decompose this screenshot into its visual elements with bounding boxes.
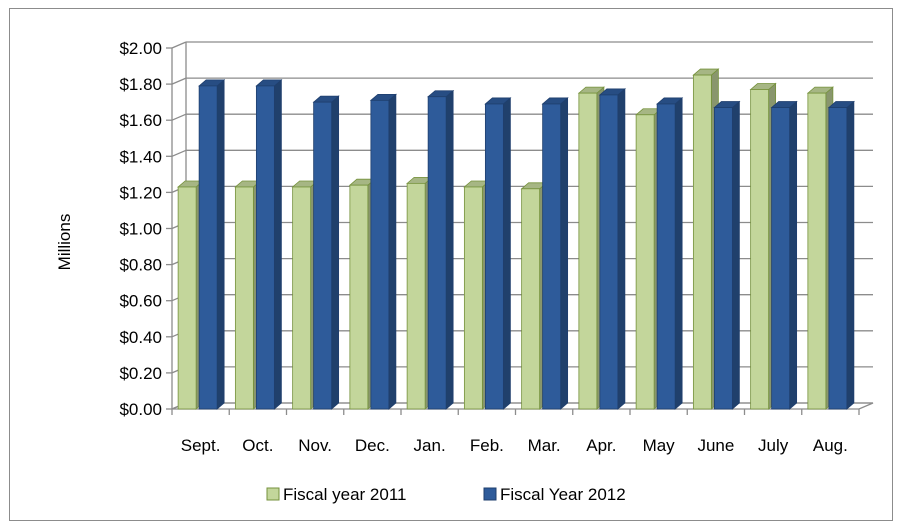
y-tick-label: $0.20	[119, 364, 162, 383]
y-tick-label: $1.60	[119, 111, 162, 130]
bar-fy2011-mar	[521, 188, 541, 410]
bar-side	[560, 97, 569, 410]
y-tick-label: $0.40	[119, 328, 162, 347]
bar-fy2011-jan	[406, 182, 426, 410]
bar-fy2011-oct	[234, 186, 254, 410]
gridline-depth	[171, 77, 187, 85]
x-tick-label: June	[697, 436, 734, 455]
bar-fy2011-may	[635, 114, 655, 410]
bar-fy2012-apr	[599, 94, 619, 410]
bars-layer	[177, 68, 855, 410]
bar-fy2012-july	[771, 107, 791, 410]
bar-fy2012-june	[713, 107, 733, 410]
y-axis-label: Millions	[55, 214, 74, 271]
y-tick-label: $1.20	[119, 183, 162, 202]
x-tick-label: Mar.	[528, 436, 561, 455]
x-tick-label: July	[758, 436, 789, 455]
bar-fy2011-aug	[807, 92, 827, 410]
x-tick-label: Aug.	[813, 436, 848, 455]
y-tick-label: $0.60	[119, 292, 162, 311]
bar-side	[216, 79, 225, 410]
bar-fy2012-dec	[370, 99, 390, 410]
bar-side	[617, 88, 626, 410]
bar-side	[846, 100, 855, 410]
bar-fy2012-jan	[427, 96, 447, 410]
bar-fy2012-oct	[255, 85, 275, 410]
x-tick-label: Sept.	[181, 436, 221, 455]
x-tick-label: Apr.	[586, 436, 616, 455]
bar-fy2012-may	[656, 103, 676, 410]
gridline-depth	[171, 41, 187, 49]
bar-side	[789, 100, 798, 410]
bar-fy2011-nov	[292, 186, 312, 410]
y-tick-label: $2.00	[119, 39, 162, 58]
y-tick-label: $1.40	[119, 147, 162, 166]
bar-fy2012-mar	[542, 103, 562, 410]
gridline-depth	[171, 149, 187, 157]
x-tick-label: Nov.	[298, 436, 332, 455]
bar-side	[388, 93, 397, 410]
x-tick-label: Dec.	[355, 436, 390, 455]
x-tick-label: Jan.	[414, 436, 446, 455]
bar-fy2011-july	[750, 89, 770, 410]
bar-side	[674, 97, 683, 410]
y-tick-label: $0.80	[119, 256, 162, 275]
bar-side	[331, 95, 340, 410]
bar-fy2011-june	[692, 74, 712, 410]
bar-fy2011-sept	[177, 186, 197, 410]
x-tick-label: Oct.	[242, 436, 273, 455]
y-tick-label: $1.00	[119, 220, 162, 239]
legend: Fiscal year 2011 Fiscal Year 2012	[266, 485, 626, 504]
bar-fy2012-aug	[828, 107, 848, 410]
bar-fy2012-feb	[484, 103, 504, 410]
bar-side	[502, 97, 511, 410]
legend-swatch	[266, 487, 280, 501]
x-tick-label: May	[643, 436, 676, 455]
bar-fy2011-dec	[349, 184, 369, 410]
legend-swatch	[483, 487, 497, 501]
bar-fy2012-nov	[313, 101, 333, 410]
bar-side	[731, 100, 740, 410]
y-tick-label: $0.00	[119, 400, 162, 419]
bar-fy2012-sept	[198, 85, 218, 410]
bar-side	[445, 89, 454, 410]
bar-side	[273, 79, 282, 410]
gridline-depth	[171, 113, 187, 121]
legend-label: Fiscal Year 2012	[500, 485, 626, 504]
y-tick-label: $1.80	[119, 75, 162, 94]
legend-label: Fiscal year 2011	[283, 485, 406, 504]
labels-layer: $0.00 $0.20 $0.40 $0.60 $0.80 $1.00 $1.20 $1.40…	[119, 39, 847, 455]
bar-fy2011-feb	[463, 186, 483, 410]
bar-fy2011-apr	[578, 92, 598, 410]
x-tick-label: Feb.	[470, 436, 504, 455]
